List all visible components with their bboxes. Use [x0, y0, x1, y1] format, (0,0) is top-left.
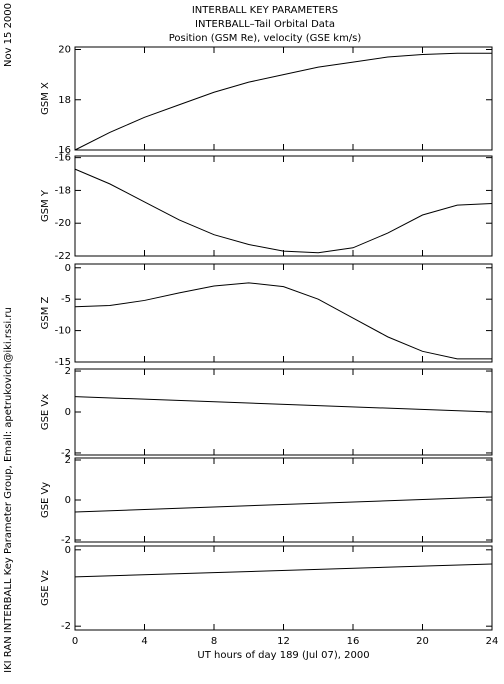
credit-label: IKI RAN INTERBALL Key Parameter Group, E…: [3, 307, 14, 673]
y-tick-label: 2: [65, 455, 71, 466]
plot-frame: [74, 263, 493, 363]
x-tick-label: 8: [211, 636, 217, 647]
y-tick-label: -18: [55, 185, 71, 196]
x-tick-label: 12: [277, 636, 290, 647]
y-tick-label: 0: [65, 263, 71, 274]
plot-frame: [74, 46, 493, 151]
x-axis-label: UT hours of day 189 (Jul 07), 2000: [197, 650, 369, 661]
chart-title: INTERBALL KEY PARAMETERS: [192, 5, 338, 16]
y-tick-label: 18: [58, 95, 71, 106]
plot-frame: [74, 545, 493, 631]
y-tick-label: -2: [61, 448, 71, 459]
y-tick-label: -2: [61, 621, 71, 632]
x-tick-label: 4: [141, 636, 147, 647]
x-tick-label: 0: [72, 636, 78, 647]
data-line: [74, 282, 492, 360]
y-tick-label: -16: [55, 153, 71, 164]
chart-caption: Position (GSM Re), velocity (GSE km/s): [169, 33, 362, 44]
y-tick-label: -22: [55, 251, 71, 262]
y-axis-label: GSE Vy: [40, 482, 51, 518]
plot-frame: [74, 368, 493, 456]
y-axis-label: GSE Vx: [40, 394, 51, 430]
y-tick-label: -15: [55, 357, 71, 368]
y-tick-label: 20: [58, 45, 71, 56]
y-tick-label: -5: [61, 294, 71, 305]
y-axis-label: GSE Vz: [40, 570, 51, 606]
data-line: [74, 52, 492, 151]
y-tick-label: 2: [65, 366, 71, 377]
y-tick-label: 0: [65, 545, 71, 556]
data-line: [74, 563, 493, 578]
y-tick-label: 0: [65, 495, 71, 506]
x-tick-label: 24: [486, 636, 499, 647]
y-tick-label: 0: [65, 407, 71, 418]
y-tick-label: -2: [61, 535, 71, 546]
y-tick-label: 16: [58, 145, 71, 156]
y-axis-label: GSM X: [40, 82, 51, 115]
y-tick-label: -10: [55, 326, 71, 337]
x-tick-label: 20: [416, 636, 429, 647]
chart-subtitle: INTERBALL–Tail Orbital Data: [195, 19, 335, 30]
data-line: [74, 396, 493, 413]
data-line: [74, 496, 493, 513]
y-axis-label: GSM Y: [40, 189, 51, 222]
x-tick-label: 16: [347, 636, 360, 647]
data-line: [74, 168, 493, 254]
date-label: Nov 15 2000: [3, 3, 14, 67]
plot-frame: [74, 155, 493, 257]
y-tick-label: -20: [55, 218, 71, 229]
plot-frame: [74, 457, 493, 543]
y-axis-label: GSM Z: [40, 296, 51, 329]
